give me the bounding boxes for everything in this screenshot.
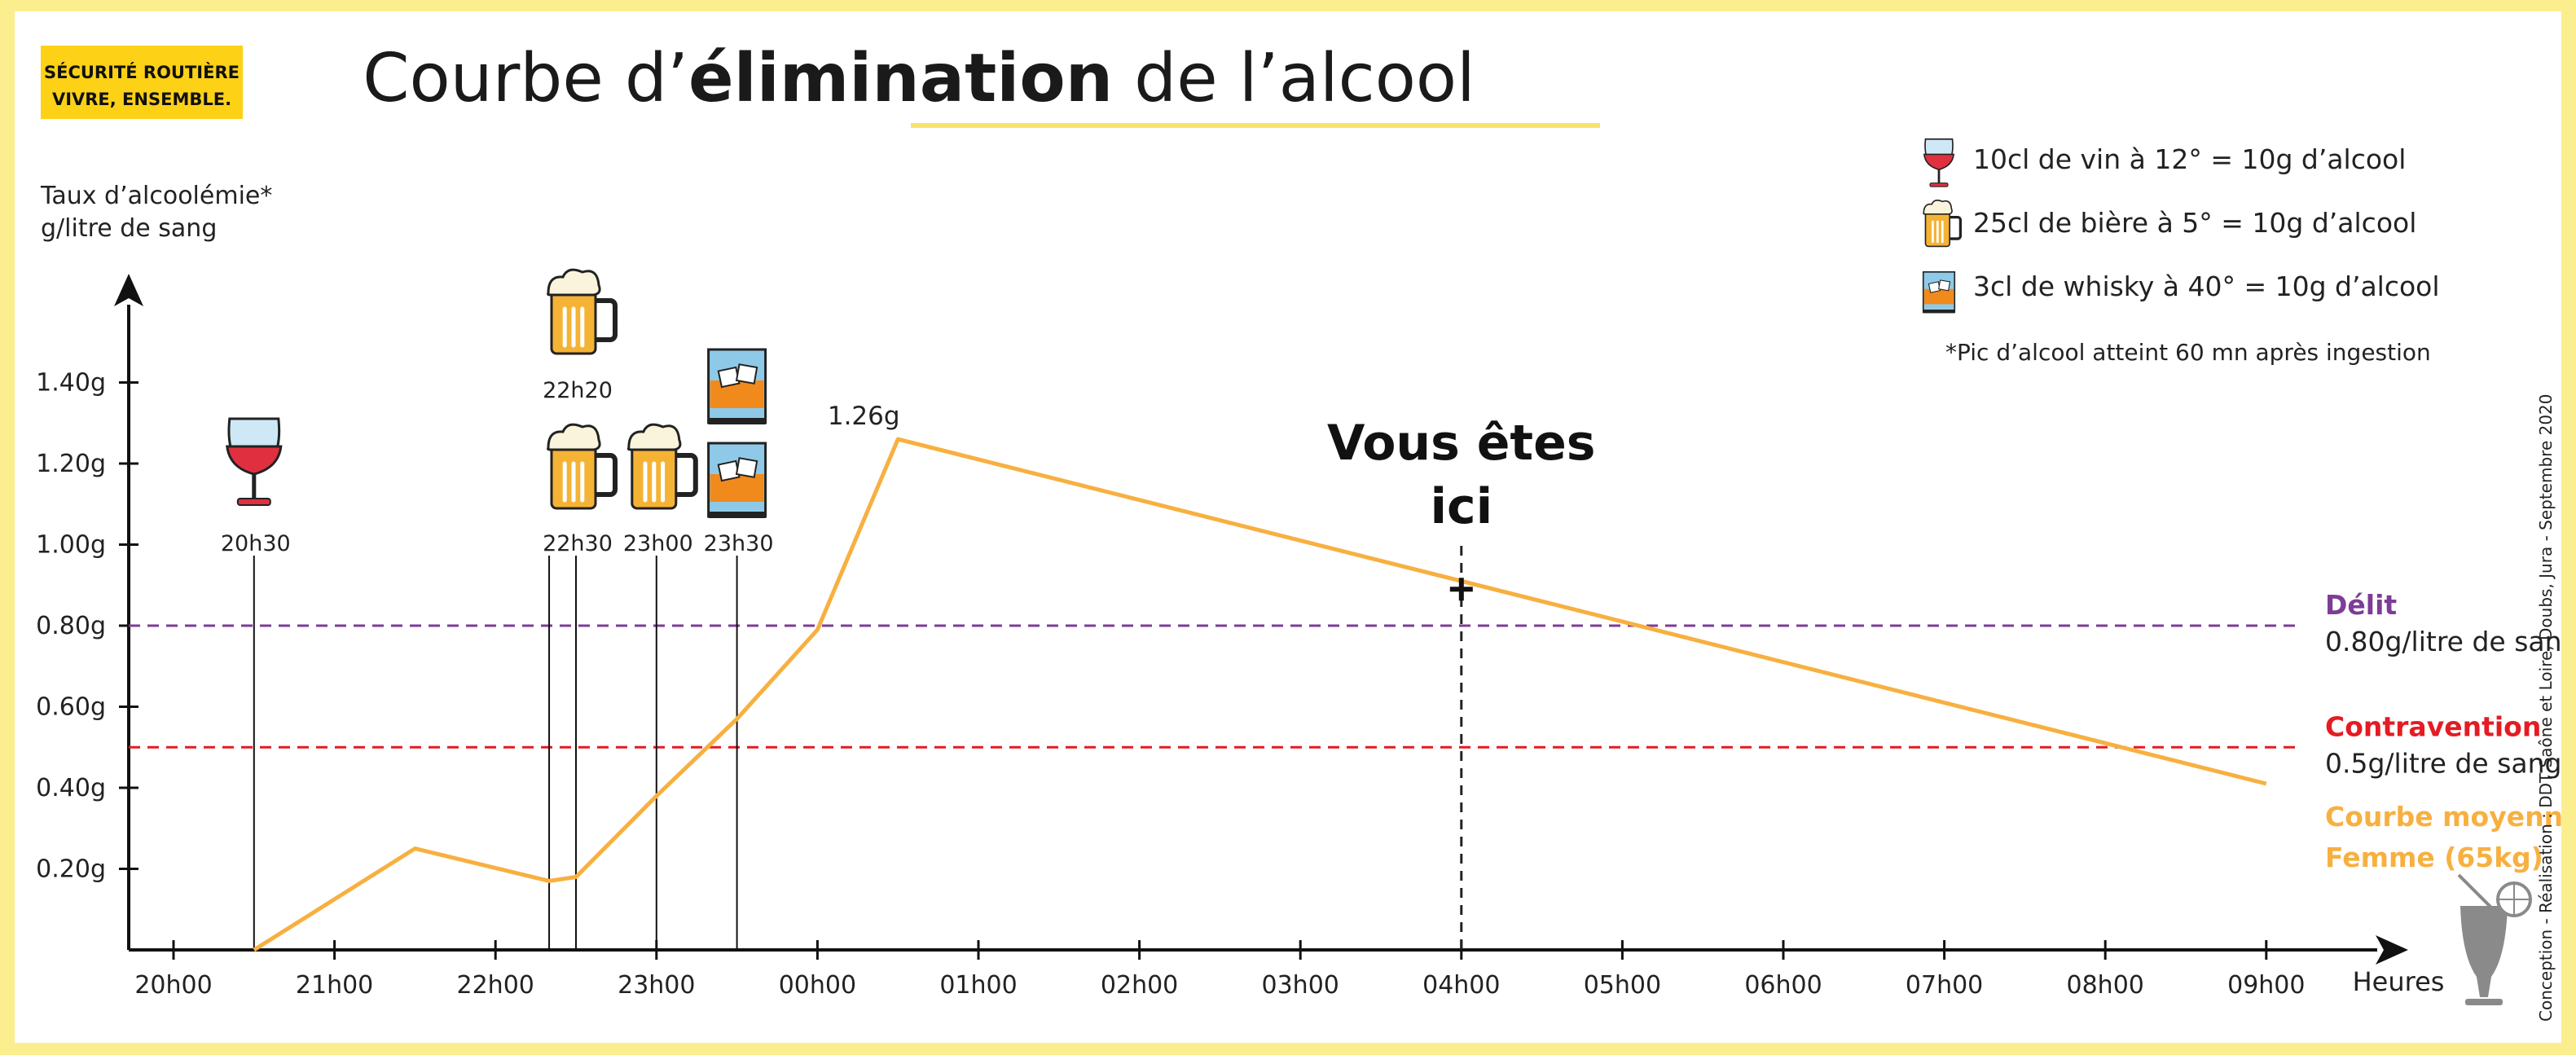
x-tick-label: 03h00 <box>1262 971 1339 1000</box>
whisky-glass-icon <box>1922 270 1956 314</box>
credit-text: Conception - Réalisation : DDT Saône et … <box>2536 393 2556 1022</box>
x-tick-label: 22h00 <box>457 971 534 1000</box>
drink-marker: 23h00 <box>623 423 698 950</box>
legend-item-whisky: 3cl de whisky à 40° = 10g d’alcool <box>1973 270 2440 302</box>
alcohol-elimination-chart: SÉCURITÉ ROUTIÈRE VIVRE, ENSEMBLE. Courb… <box>36 40 2561 1022</box>
legend-note: *Pic d’alcool atteint 60 mn après ingest… <box>1945 339 2431 366</box>
drink-time-label: 20h30 <box>221 531 291 556</box>
x-axis-title: Heures <box>2353 966 2445 997</box>
badge-line-1: SÉCURITÉ ROUTIÈRE <box>44 62 240 82</box>
y-tick-label: 0.80g <box>36 612 106 640</box>
drink-marker: 22h20 <box>543 268 618 950</box>
cocktail-glass-icon <box>2457 873 2532 1005</box>
x-tick-label: 23h00 <box>618 971 695 1000</box>
cross-icon <box>1449 578 1473 601</box>
you-are-here-label: ici <box>1430 478 1492 535</box>
title-part-bold: élimination <box>688 40 1113 117</box>
drink-time-label: 22h20 <box>543 378 613 403</box>
badge-background <box>41 46 243 119</box>
beer-mug-icon <box>547 423 618 510</box>
legend: 10cl de vin à 12° = 10g d’alcool 25cl de… <box>1922 138 2440 366</box>
wine-glass-icon <box>226 417 283 506</box>
x-tick-label: 04h00 <box>1422 971 1500 1000</box>
drink-marker: 22h30 <box>543 423 618 950</box>
curve-legend-label: Femme (65kg) <box>2325 842 2543 873</box>
whisky-glass-icon <box>707 442 767 518</box>
beer-mug-icon <box>1923 199 1963 248</box>
legend-item-wine: 10cl de vin à 12° = 10g d’alcool <box>1973 143 2406 175</box>
legend-item-beer: 25cl de bière à 5° = 10g d’alcool <box>1973 207 2416 239</box>
y-axis-arrow-icon <box>114 274 143 306</box>
drink-marker: 20h30 <box>221 417 291 950</box>
x-tick-label: 05h00 <box>1584 971 1661 1000</box>
y-tick-label: 1.20g <box>36 450 106 478</box>
securite-routiere-badge: SÉCURITÉ ROUTIÈRE VIVRE, ENSEMBLE. <box>41 46 243 119</box>
threshold-subtitle: 0.80g/litre de sang <box>2325 626 2561 657</box>
x-tick-label: 20h00 <box>134 971 212 1000</box>
y-tick-label: 0.40g <box>36 774 106 802</box>
threshold-title: Contravention <box>2325 710 2541 742</box>
threshold-lines: Délit 0.80g/litre de sang Contravention 0.5… <box>129 589 2561 873</box>
y-tick-label: 1.40g <box>36 369 106 398</box>
x-axis-arrow-icon <box>2376 935 2408 965</box>
y-tick-label: 1.00g <box>36 531 106 560</box>
x-tick-label: 08h00 <box>2067 971 2144 1000</box>
threshold-subtitle: 0.5g/litre de sang <box>2325 747 2561 779</box>
x-tick-label: 01h00 <box>939 971 1017 1000</box>
badge-line-2: VIVRE, ENSEMBLE. <box>52 90 231 109</box>
drink-markers: 20h30 22h20 22h30 23h00 23h30 <box>221 268 774 950</box>
you-are-here-marker: Vous êtes ici <box>1327 415 1596 950</box>
infographic-card: SÉCURITÉ ROUTIÈRE VIVRE, ENSEMBLE. Courb… <box>15 11 2561 1043</box>
threshold-title: Délit <box>2325 589 2397 621</box>
x-tick-label: 00h00 <box>779 971 856 1000</box>
title-part-1: Courbe d’ <box>363 40 688 117</box>
curve-layer: 1.26g <box>253 402 2267 952</box>
title-part-2: de l’alcool <box>1113 40 1475 117</box>
x-tick-label: 21h00 <box>296 971 373 1000</box>
you-are-here-label: Vous êtes <box>1327 415 1595 472</box>
wine-glass-icon <box>1923 138 1955 187</box>
page-title: Courbe d’élimination de l’alcool <box>363 40 1475 117</box>
y-axis-label: Taux d’alcoolémie* g/litre de sang <box>40 182 280 243</box>
x-tick-label: 09h00 <box>2227 971 2305 1000</box>
axis-ticks: 20h00 21h00 22h00 23h00 00h00 01h00 02h00 03h00… <box>36 369 2305 1000</box>
x-tick-label: 07h00 <box>1906 971 1983 1000</box>
drink-marker: 23h30 <box>704 348 774 950</box>
peak-annotation: 1.26g <box>828 402 900 431</box>
x-tick-label: 06h00 <box>1744 971 1822 1000</box>
curve-line <box>253 437 2267 952</box>
drink-time-label: 22h30 <box>543 531 613 556</box>
y-tick-label: 0.20g <box>36 855 106 884</box>
y-tick-label: 0.60g <box>36 693 106 722</box>
y-axis-label-line-1: Taux d’alcoolémie* <box>40 182 272 210</box>
x-tick-label: 02h00 <box>1101 971 1178 1000</box>
curve-legend-label: Courbe moyenne <box>2325 801 2561 833</box>
drink-time-label: 23h30 <box>704 531 774 556</box>
legend-icons <box>1922 138 1963 314</box>
beer-mug-icon <box>626 423 698 510</box>
drink-time-label: 23h00 <box>623 531 693 556</box>
beer-mug-icon <box>547 268 618 355</box>
whisky-glass-icon <box>707 348 767 424</box>
y-axis-label-line-2: g/litre de sang <box>41 214 217 243</box>
